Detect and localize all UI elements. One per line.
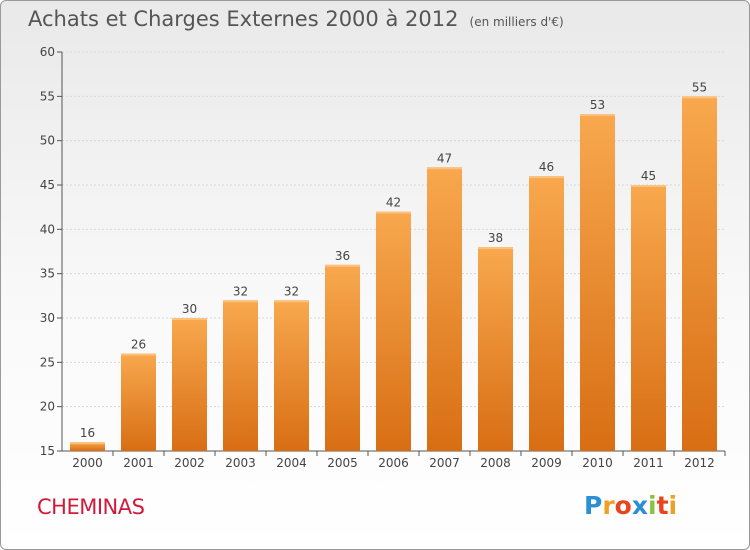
data-label-2011: 45: [641, 169, 656, 183]
axes: 15 20 25 30 35 40 45 50 55 60 2000 2001 2002 2003 2004…: [40, 45, 726, 470]
bar-top-edge: [376, 211, 411, 214]
y-tick-label: 30: [40, 311, 55, 325]
bar-2005: [325, 264, 360, 451]
bars: [70, 96, 717, 452]
data-labels: 16 26 30 32 32 36 42 47 38 46 53 45 55: [80, 80, 707, 440]
logo-letter: x: [631, 491, 648, 520]
data-label-2000: 16: [80, 426, 95, 440]
bar-top-edge: [682, 96, 717, 99]
x-tick-label-2003: 2003: [225, 456, 256, 470]
y-tick-label: 20: [40, 400, 55, 414]
data-label-2005: 36: [335, 249, 350, 263]
bar-2003: [223, 300, 258, 451]
x-tick-label-2009: 2009: [531, 456, 562, 470]
y-tick-label: 35: [40, 267, 55, 281]
y-tick-label: 50: [40, 134, 55, 148]
commune-name: CHEMINAS: [37, 495, 145, 519]
bar-2011: [631, 185, 666, 451]
data-label-2003: 32: [233, 284, 248, 298]
x-tick-label-2000: 2000: [72, 456, 103, 470]
data-label-2002: 30: [182, 302, 197, 316]
logo-letter: r: [602, 491, 615, 520]
y-tick-label: 40: [40, 222, 55, 236]
proxiti-logo: Proxiti: [584, 491, 677, 520]
bar-top-edge: [580, 114, 615, 117]
bar-2010: [580, 114, 615, 452]
y-tick-label: 15: [40, 444, 55, 458]
data-label-2012: 55: [692, 80, 707, 94]
bar-2001: [121, 353, 156, 451]
data-label-2006: 42: [386, 196, 401, 210]
logo-letter: o: [614, 491, 632, 520]
bar-top-edge: [427, 167, 462, 170]
x-tick-label-2001: 2001: [123, 456, 154, 470]
bar-2000: [70, 442, 105, 451]
chart-title: Achats et Charges Externes 2000 à 2012: [28, 7, 459, 31]
logo-letter: t: [656, 491, 669, 520]
data-label-2001: 26: [131, 337, 146, 351]
x-tick-label-2002: 2002: [174, 456, 205, 470]
x-tick-label-2012: 2012: [684, 456, 715, 470]
y-tick-label: 25: [40, 355, 55, 369]
bar-top-edge: [274, 300, 309, 303]
chart-subtitle: (en milliers d'€): [469, 15, 564, 29]
bar-2006: [376, 211, 411, 451]
bar-top-edge: [631, 185, 666, 187]
x-tick-label-2010: 2010: [582, 456, 613, 470]
y-tick-label: 45: [40, 178, 55, 192]
data-label-2004: 32: [284, 284, 299, 298]
bar-top-edge: [223, 300, 258, 303]
x-tick-label-2007: 2007: [429, 456, 460, 470]
x-tick-label-2004: 2004: [276, 456, 307, 470]
y-tick-label: 60: [40, 45, 55, 59]
title-block: Achats et Charges Externes 2000 à 2012 (…: [28, 7, 564, 31]
x-tick-label-2008: 2008: [480, 456, 511, 470]
bar-2002: [172, 318, 207, 451]
bar-top-edge: [121, 353, 156, 356]
bar-2012: [682, 96, 717, 451]
bar-top-edge: [529, 176, 564, 179]
bar-top-edge: [478, 247, 513, 250]
data-label-2009: 46: [539, 160, 554, 174]
y-tick-label: 55: [40, 89, 55, 103]
logo-letter: P: [584, 491, 603, 520]
x-tick-label-2006: 2006: [378, 456, 409, 470]
bar-top-edge: [325, 264, 360, 267]
bar-2004: [274, 300, 309, 451]
data-label-2007: 47: [437, 151, 452, 165]
logo-letter: i: [648, 491, 657, 520]
x-tick-label-2005: 2005: [327, 456, 358, 470]
data-label-2010: 53: [590, 98, 605, 112]
x-tick-label-2011: 2011: [633, 456, 664, 470]
bar-2009: [529, 176, 564, 451]
data-label-2008: 38: [488, 231, 503, 245]
bar-top-edge: [70, 442, 105, 445]
bar-2007: [427, 167, 462, 451]
bar-2008: [478, 247, 513, 451]
logo-letter: i: [668, 491, 678, 520]
bar-top-edge: [172, 318, 207, 320]
